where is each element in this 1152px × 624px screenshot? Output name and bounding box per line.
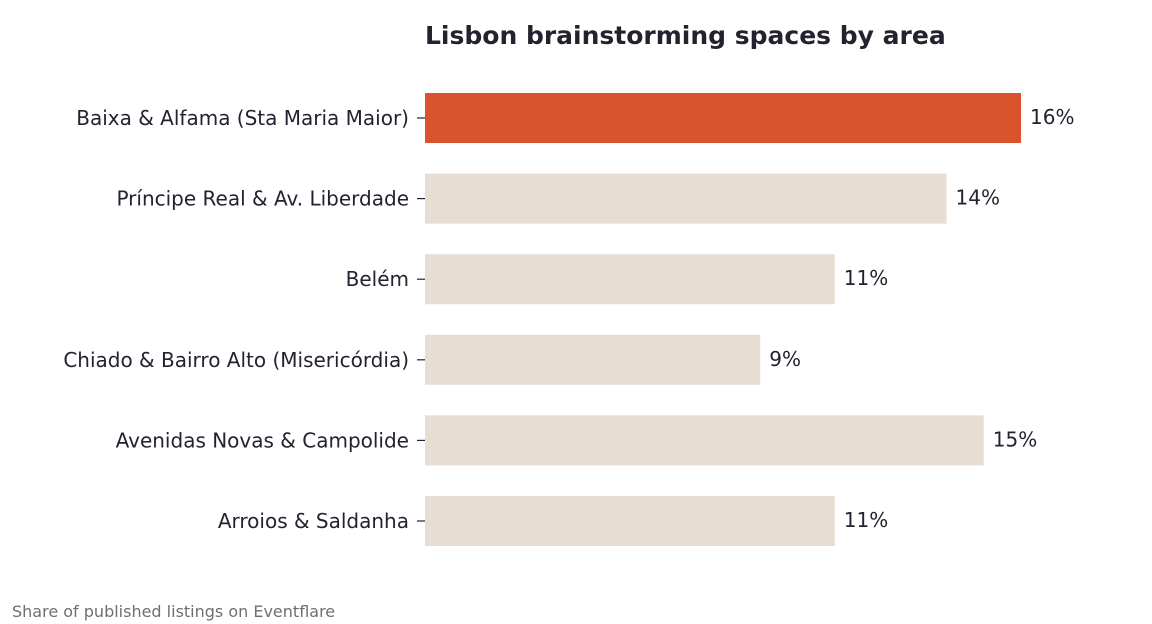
category-label: Arroios & Saldanha [218, 509, 409, 533]
bars-layer: Baixa & Alfama (Sta Maria Maior) 16% Prínc… [63, 93, 1074, 546]
data-label: 11% [844, 266, 888, 290]
bar [425, 93, 1021, 143]
footnote: Share of published listings on Eventflar… [12, 602, 336, 621]
bar [425, 173, 947, 224]
data-label: 11% [844, 508, 888, 532]
chart-title: Lisbon brainstorming spaces by area [425, 21, 946, 50]
category-label: Chiado & Bairro Alto (Misericórdia) [63, 348, 409, 372]
category-label: Belém [346, 267, 409, 291]
data-label: 15% [993, 427, 1037, 451]
category-label: Avenidas Novas & Campolide [116, 428, 409, 452]
data-label: 16% [1030, 105, 1074, 129]
data-label: 9% [769, 347, 801, 371]
bar [425, 496, 835, 546]
bar [425, 254, 835, 305]
category-label: Baixa & Alfama (Sta Maria Maior) [76, 106, 409, 130]
data-label: 14% [956, 186, 1000, 210]
category-label: Príncipe Real & Av. Liberdade [116, 187, 409, 211]
bar [425, 334, 761, 385]
bar [425, 415, 984, 466]
